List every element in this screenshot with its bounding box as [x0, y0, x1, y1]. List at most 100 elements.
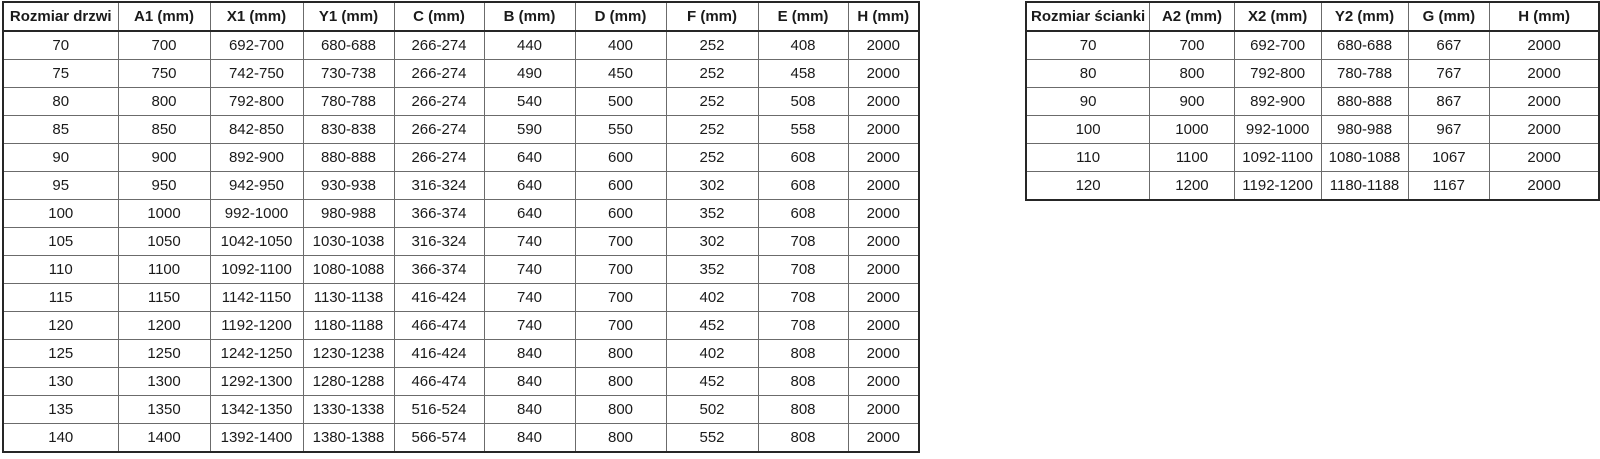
- table-cell: 352: [665, 255, 759, 284]
- table-cell: 980-988: [302, 199, 395, 228]
- table-cell: 780-788: [1320, 59, 1409, 88]
- table-cell: 840: [483, 367, 576, 396]
- table-cell: 1000: [1149, 115, 1235, 144]
- table-cell: 1142-1150: [209, 283, 304, 312]
- table-row: 135 1350 1342-1350 1330-1338 516-524 840 800 50…: [2, 395, 920, 424]
- table-cell: 700: [574, 311, 667, 340]
- table-cell: 742-750: [209, 59, 304, 88]
- table-cell: 640: [483, 199, 576, 228]
- table-cell: 1092-1100: [1233, 143, 1322, 172]
- table-cell: 880-888: [302, 143, 395, 172]
- table-cell: 608: [757, 143, 849, 172]
- table-cell: 2000: [847, 283, 920, 312]
- table-cell: 708: [757, 227, 849, 256]
- table-cell: 708: [757, 255, 849, 284]
- table-cell: 1280-1288: [302, 367, 395, 396]
- table-cell: 70: [2, 30, 119, 60]
- column-header: Rozmiar ścianki: [1025, 1, 1151, 32]
- table-row: 70 700 692-700 680-688 266-274 440 400 252 408 20…: [2, 30, 920, 60]
- table-cell: 408: [757, 30, 849, 60]
- column-header: H (mm): [1489, 1, 1600, 32]
- table-cell: 667: [1407, 30, 1491, 60]
- table-cell: 100: [1025, 115, 1151, 144]
- table-cell: 316-324: [393, 227, 485, 256]
- table-cell: 85: [2, 115, 119, 144]
- table-cell: 402: [665, 339, 759, 368]
- table-cell: 115: [2, 283, 119, 312]
- table-cell: 967: [1407, 115, 1491, 144]
- table-cell: 600: [574, 199, 667, 228]
- table-cell: 110: [2, 255, 119, 284]
- table-cell: 1167: [1407, 171, 1491, 201]
- table-row: 90 900 892-900 880-888 266-274 640 600 252 608 20…: [2, 143, 920, 172]
- table-row: 85 850 842-850 830-838 266-274 590 550 252 558 20…: [2, 115, 920, 144]
- table-cell: 992-1000: [209, 199, 304, 228]
- table-cell: 452: [665, 367, 759, 396]
- table-cell: 80: [2, 87, 119, 116]
- column-header: Y1 (mm): [302, 1, 395, 32]
- table-cell: 302: [665, 171, 759, 200]
- table-cell: 2000: [847, 227, 920, 256]
- table-cell: 740: [483, 227, 576, 256]
- table-cell: 140: [2, 423, 119, 453]
- table-cell: 120: [2, 311, 119, 340]
- column-header: X1 (mm): [209, 1, 304, 32]
- table-cell: 2000: [1489, 30, 1600, 60]
- table-cell: 302: [665, 227, 759, 256]
- table-cell: 1130-1138: [302, 283, 395, 312]
- table-cell: 1080-1088: [1320, 143, 1409, 172]
- table-cell: 1300: [117, 367, 211, 396]
- table-row: 130 1300 1292-1300 1280-1288 466-474 840 800 45…: [2, 367, 920, 396]
- table-cell: 740: [483, 311, 576, 340]
- table-cell: 316-324: [393, 171, 485, 200]
- table-cell: 1400: [117, 423, 211, 453]
- table-cell: 466-474: [393, 311, 485, 340]
- column-header: H (mm): [847, 1, 920, 32]
- table-cell: 740: [483, 255, 576, 284]
- table-cell: 708: [757, 311, 849, 340]
- table-cell: 402: [665, 283, 759, 312]
- table-cell: 950: [117, 171, 211, 200]
- table-cell: 1150: [117, 283, 211, 312]
- table-cell: 80: [1025, 59, 1151, 88]
- table-cell: 900: [1149, 87, 1235, 116]
- table-cell: 400: [574, 30, 667, 60]
- table-cell: 105: [2, 227, 119, 256]
- table-cell: 366-374: [393, 255, 485, 284]
- table-cell: 450: [574, 59, 667, 88]
- table-cell: 730-738: [302, 59, 395, 88]
- table-cell: 880-888: [1320, 87, 1409, 116]
- table-cell: 352: [665, 199, 759, 228]
- column-header: Rozmiar drzwi: [2, 1, 119, 32]
- table-cell: 892-900: [1233, 87, 1322, 116]
- table-cell: 366-374: [393, 199, 485, 228]
- table-cell: 767: [1407, 59, 1491, 88]
- table-cell: 692-700: [1233, 30, 1322, 60]
- table-cell: 800: [1149, 59, 1235, 88]
- table-cell: 2000: [1489, 171, 1600, 201]
- table-cell: 566-574: [393, 423, 485, 453]
- table-cell: 608: [757, 171, 849, 200]
- table-cell: 252: [665, 115, 759, 144]
- table-cell: 1230-1238: [302, 339, 395, 368]
- table-cell: 800: [117, 87, 211, 116]
- table-cell: 2000: [847, 339, 920, 368]
- table-row: 100 1000 992-1000 980-988 366-374 640 600 352 60…: [2, 199, 920, 228]
- table-cell: 1250: [117, 339, 211, 368]
- table-cell: 800: [574, 423, 667, 453]
- table-cell: 266-274: [393, 143, 485, 172]
- table-cell: 840: [483, 423, 576, 453]
- table-cell: 1380-1388: [302, 423, 395, 453]
- column-header: A1 (mm): [117, 1, 211, 32]
- column-header: F (mm): [665, 1, 759, 32]
- table-cell: 600: [574, 171, 667, 200]
- table-cell: 600: [574, 143, 667, 172]
- table-cell: 516-524: [393, 395, 485, 424]
- table-cell: 266-274: [393, 59, 485, 88]
- table-cell: 900: [117, 143, 211, 172]
- table-cell: 680-688: [302, 30, 395, 60]
- table-row: 115 1150 1142-1150 1130-1138 416-424 740 700 40…: [2, 283, 920, 312]
- wall-size-table: Rozmiar ścianki A2 (mm) X2 (mm) Y2 (mm) G (m…: [1025, 1, 1600, 201]
- table-cell: 2000: [847, 423, 920, 453]
- table-cell: 840: [483, 339, 576, 368]
